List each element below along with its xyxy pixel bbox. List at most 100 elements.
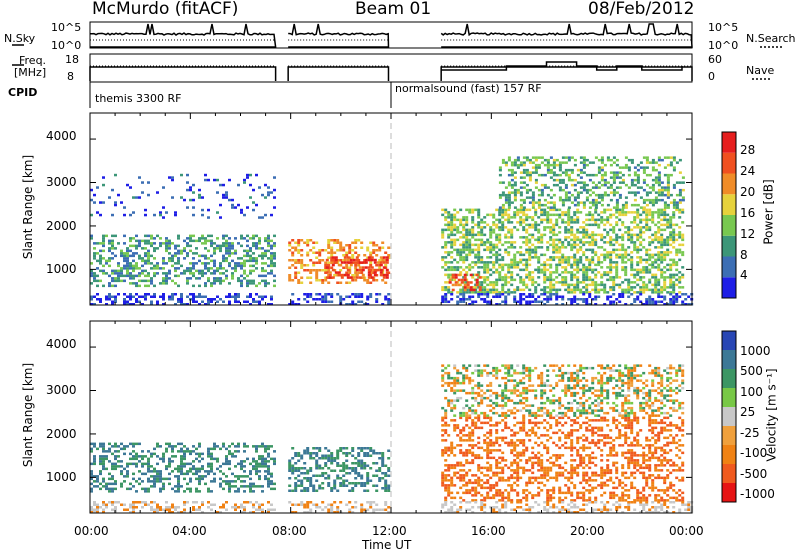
- power-echo-cell: [495, 233, 499, 237]
- power-echo-cell: [588, 218, 592, 222]
- velocity-echo-cell: [270, 487, 273, 491]
- power-echo-cell: [501, 213, 505, 217]
- power-echo-cell: [648, 218, 652, 222]
- velocity-echo-cell: [273, 482, 276, 486]
- power-echo-cell: [606, 251, 610, 254]
- velocity-echo-cell: [330, 462, 334, 465]
- power-echo-cell: [486, 241, 490, 244]
- velocity-echo-cell: [501, 451, 505, 455]
- power-echo-cell: [246, 252, 249, 255]
- power-echo-cell: [651, 238, 655, 242]
- power-echo-cell: [552, 286, 556, 289]
- velocity-echo-cell: [486, 461, 490, 465]
- power-echo-cell: [234, 267, 237, 270]
- power-echo-cell: [483, 271, 487, 274]
- power-echo-cell: [495, 236, 499, 239]
- power-echo-cell: [612, 176, 616, 179]
- power-ground-cell: [219, 298, 222, 301]
- power-echo-cell: [606, 278, 610, 282]
- power-echo-cell: [660, 236, 664, 239]
- power-echo-cell: [558, 168, 562, 172]
- power-echo-cell: [543, 218, 547, 222]
- power-echo-cell: [540, 218, 544, 222]
- power-echo-cell: [591, 216, 595, 219]
- velocity-echo-cell: [270, 482, 273, 486]
- velocity-echo-cell: [474, 424, 478, 427]
- power-echo-cell: [582, 186, 586, 189]
- velocity-echo-cell: [327, 467, 331, 470]
- velocity-echo-cell: [177, 487, 180, 491]
- power-echo-cell: [510, 231, 514, 234]
- power-echo-cell: [325, 266, 329, 269]
- power-echo-cell: [678, 216, 682, 219]
- power-echo-cell: [162, 277, 165, 280]
- velocity-echo-cell: [546, 449, 550, 452]
- velocity-echo-cell: [345, 464, 349, 467]
- velocity-echo-cell: [129, 457, 132, 461]
- power-echo-cell: [270, 254, 273, 258]
- velocity-echo-cell: [387, 489, 391, 492]
- power-ground-cell: [354, 295, 358, 298]
- power-echo-cell: [510, 236, 514, 239]
- power-ground-cell: [555, 295, 559, 298]
- power-echo-cell: [525, 263, 529, 267]
- power-echo-cell: [525, 231, 529, 234]
- power-echo-cell: [615, 256, 619, 259]
- velocity-echo-cell: [366, 472, 370, 475]
- power-echo-cell: [243, 181, 246, 184]
- power-echo-cell: [567, 223, 571, 227]
- power-echo-cell: [534, 251, 538, 254]
- power-echo-cell: [576, 236, 580, 239]
- power-ground-cell: [177, 298, 180, 301]
- power-echo-cell: [93, 254, 96, 258]
- power-echo-cell: [579, 171, 583, 174]
- power-echo-cell: [340, 276, 344, 279]
- velocity-echo-cell: [141, 462, 144, 466]
- velocity-echo-cell: [495, 429, 499, 432]
- power-echo-cell: [636, 278, 640, 282]
- power-echo-cell: [171, 196, 174, 199]
- power-echo-cell: [609, 266, 613, 269]
- power-ground-cell: [303, 298, 307, 301]
- velocity-echo-cell: [360, 484, 364, 487]
- velocity-echo-cell: [264, 462, 267, 466]
- velocity-echo-cell: [345, 452, 349, 455]
- power-ground-cell: [360, 293, 364, 296]
- power-echo-cell: [648, 256, 652, 259]
- velocity-echo-cell: [126, 465, 129, 468]
- power-echo-cell: [367, 256, 371, 259]
- power-echo-cell: [448, 281, 452, 284]
- power-echo-cell: [648, 173, 652, 177]
- velocity-echo-cell: [477, 419, 481, 422]
- power-echo-cell: [525, 286, 529, 289]
- velocity-echo-cell: [471, 431, 475, 435]
- velocity-echo-cell: [519, 466, 523, 470]
- velocity-echo-cell: [102, 467, 105, 471]
- power-echo-cell: [615, 211, 619, 214]
- power-echo-cell: [463, 286, 467, 289]
- power-echo-cell: [603, 218, 607, 222]
- power-echo-cell: [552, 223, 556, 227]
- velocity-echo-cell: [240, 475, 243, 478]
- power-echo-cell: [210, 259, 213, 263]
- velocity-echo-cell: [336, 474, 340, 477]
- power-echo-cell: [573, 263, 577, 267]
- power-echo-cell: [537, 193, 541, 197]
- power-echo-cell: [576, 251, 580, 254]
- velocity-echo-cell: [309, 454, 313, 457]
- velocity-echo-cell: [468, 449, 472, 452]
- velocity-echo-cell: [168, 445, 171, 448]
- power-echo-cell: [252, 234, 255, 238]
- velocity-echo-cell: [522, 426, 526, 430]
- velocity-echo-cell: [366, 452, 370, 455]
- velocity-echo-cell: [135, 442, 138, 446]
- velocity-echo-cell: [483, 481, 487, 485]
- power-echo-cell: [576, 191, 580, 194]
- velocity-echo-cell: [537, 461, 541, 465]
- power-echo-cell: [678, 193, 682, 197]
- power-echo-cell: [681, 236, 685, 239]
- power-echo-cell: [645, 216, 649, 219]
- power-echo-cell: [525, 188, 529, 192]
- velocity-echo-cell: [561, 431, 565, 435]
- velocity-echo-cell: [489, 466, 493, 470]
